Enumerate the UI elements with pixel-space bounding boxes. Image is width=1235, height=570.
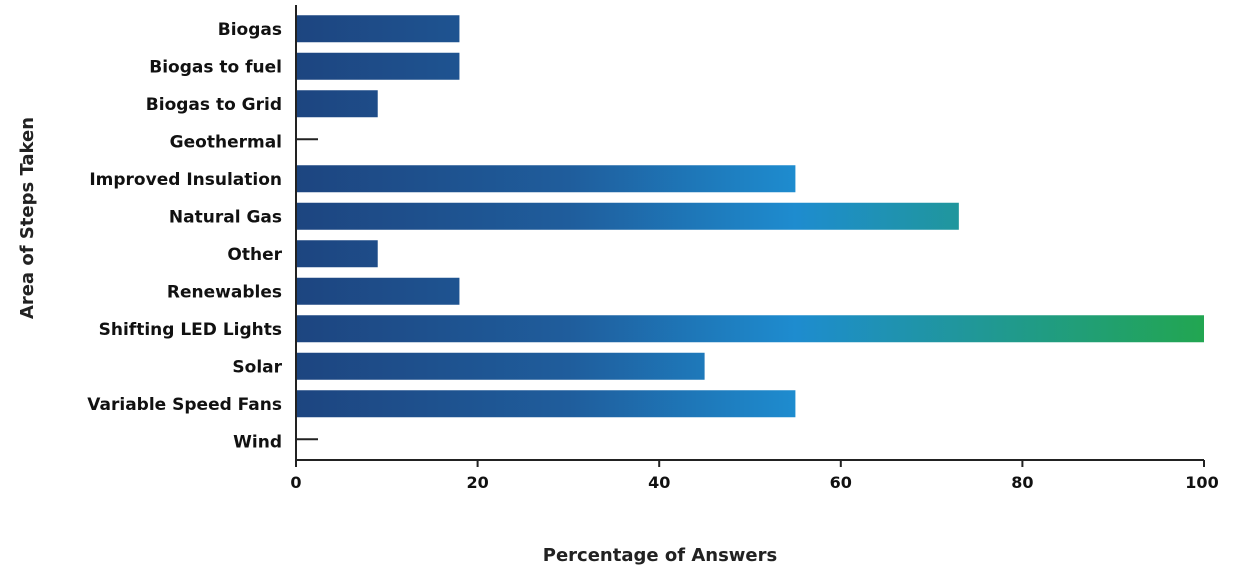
category-label-variable-speed-fans: Variable Speed Fans — [87, 395, 282, 415]
category-label-biogas-to-fuel: Biogas to fuel — [149, 57, 282, 77]
bars-group — [296, 15, 1204, 441]
category-label-natural-gas: Natural Gas — [169, 207, 282, 227]
category-label-biogas: Biogas — [218, 20, 282, 40]
category-label-biogas-to-grid: Biogas to Grid — [146, 95, 282, 115]
category-label-shifting-led-lights: Shifting LED Lights — [99, 320, 282, 340]
bar-other — [296, 240, 378, 268]
x-tick-label-100: 100 — [1185, 473, 1218, 492]
bar-shifting-led-lights — [296, 315, 1204, 343]
x-tick-label-20: 20 — [466, 473, 488, 492]
category-label-solar: Solar — [232, 357, 282, 377]
bar-improved-insulation — [296, 165, 796, 193]
x-axis-title: Percentage of Answers — [543, 545, 777, 566]
category-label-improved-insulation: Improved Insulation — [89, 170, 282, 190]
bar-variable-speed-fans — [296, 390, 796, 418]
y-axis-title: Area of Steps Taken — [17, 117, 38, 319]
bar-natural-gas — [296, 202, 959, 230]
category-labels: Biogas Biogas to fuel Biogas to Grid Geothe… — [87, 20, 282, 453]
x-tick-label-0: 0 — [290, 473, 301, 492]
bar-biogas-to-grid — [296, 90, 378, 118]
bar-renewables — [296, 277, 460, 305]
bar-biogas-to-fuel — [296, 52, 460, 80]
category-label-geothermal: Geothermal — [170, 132, 282, 152]
bar-biogas — [296, 15, 460, 43]
bar-solar — [296, 352, 705, 380]
x-tick-label-80: 80 — [1011, 473, 1033, 492]
x-ticks-group: 0 20 40 60 80 100 — [290, 460, 1219, 492]
category-label-renewables: Renewables — [167, 282, 282, 302]
x-tick-label-40: 40 — [648, 473, 670, 492]
x-tick-label-60: 60 — [830, 473, 852, 492]
category-label-wind: Wind — [233, 432, 282, 452]
category-label-other: Other — [227, 245, 282, 265]
